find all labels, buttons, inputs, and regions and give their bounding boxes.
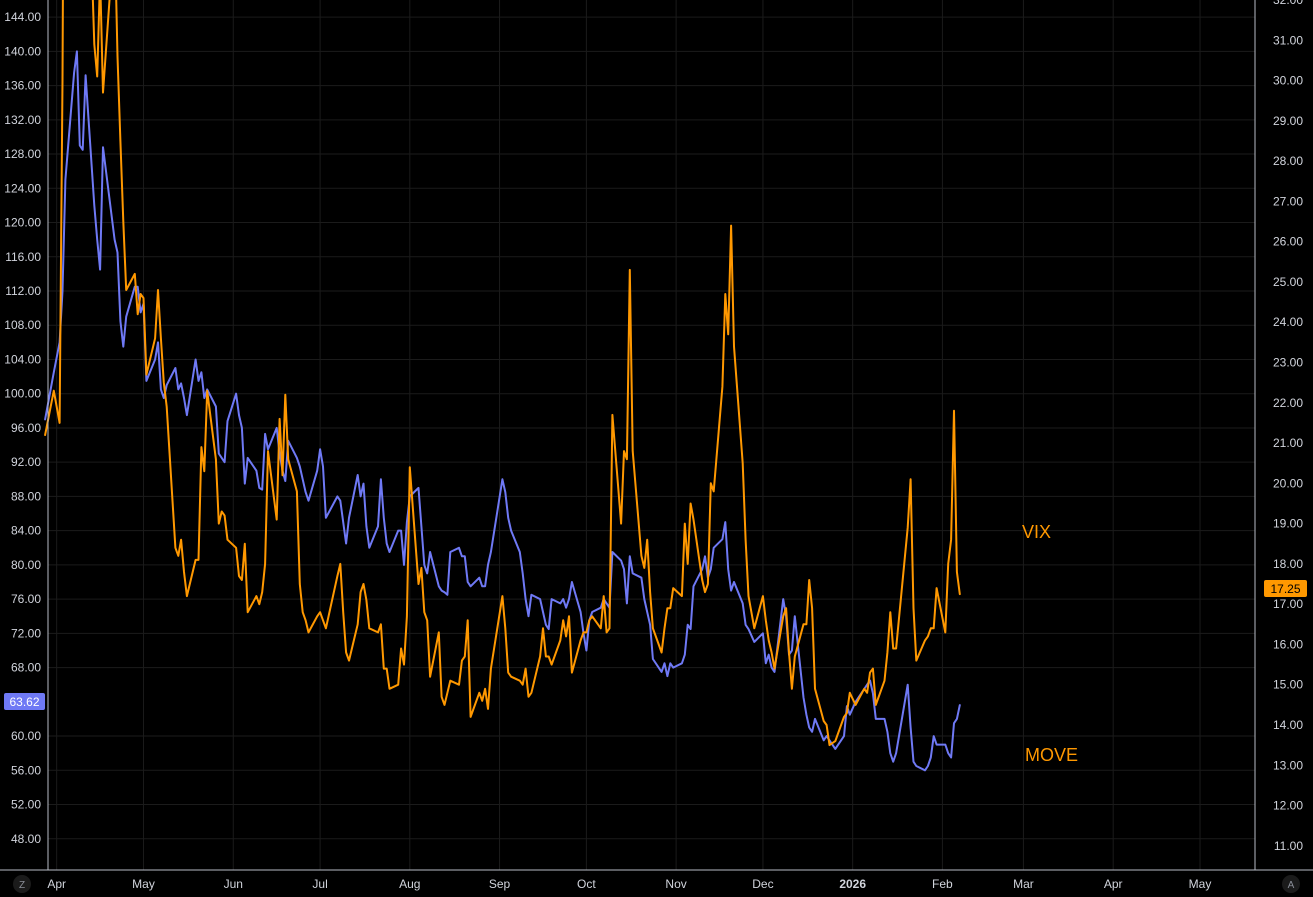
left-tick-label: 56.00	[11, 763, 41, 777]
vix-last-value-tag: 17.25	[1264, 580, 1307, 597]
x-tick-label: Sep	[489, 877, 511, 891]
right-tick-label: 19.00	[1273, 517, 1303, 531]
x-tick-label: 2026	[839, 877, 866, 891]
right-tick-label: 31.00	[1273, 33, 1303, 47]
x-tick-label: Mar	[1013, 877, 1034, 891]
move-last-value: 63.62	[9, 695, 39, 709]
left-tick-label: 120.00	[4, 216, 41, 230]
right-tick-label: 20.00	[1273, 476, 1303, 490]
left-tick-label: 124.00	[4, 181, 41, 195]
right-tick-label: 15.00	[1273, 678, 1303, 692]
corner-right-button[interactable]: A	[1282, 875, 1300, 893]
x-tick-label: Apr	[47, 877, 66, 891]
corner-left-button[interactable]: Z	[13, 875, 31, 893]
left-tick-label: 144.00	[4, 10, 41, 24]
right-tick-label: 11.00	[1274, 839, 1303, 853]
right-tick-label: 13.00	[1273, 758, 1303, 772]
corner-left-circle	[13, 875, 31, 893]
right-tick-label: 29.00	[1273, 114, 1303, 128]
series-layer	[44, 0, 961, 772]
x-tick-label: Apr	[1104, 877, 1123, 891]
vix-line[interactable]	[44, 0, 961, 747]
right-tick-label: 25.00	[1273, 275, 1303, 289]
right-tick-label: 21.00	[1273, 436, 1303, 450]
right-price-axis[interactable]: 32.00 31.00 30.00 29.00 28.00 27.00 26.00 25.00…	[1273, 0, 1303, 853]
right-tick-label: 14.00	[1273, 718, 1303, 732]
right-tick-label: 18.00	[1273, 557, 1303, 571]
left-tick-label: 108.00	[4, 318, 41, 332]
left-tick-label: 88.00	[11, 489, 41, 503]
move-last-value-bg	[4, 693, 45, 710]
corner-left-label: Z	[19, 880, 25, 891]
vix-last-value-bg	[1264, 580, 1307, 597]
left-tick-label: 68.00	[11, 661, 41, 675]
right-tick-label: 23.00	[1273, 356, 1303, 370]
left-tick-label: 132.00	[4, 113, 41, 127]
x-tick-label: Jul	[312, 877, 327, 891]
right-tick-label: 17.00	[1273, 597, 1303, 611]
left-tick-label: 76.00	[11, 592, 41, 606]
left-tick-label: 48.00	[11, 832, 41, 846]
left-tick-label: 128.00	[4, 147, 41, 161]
right-tick-label: 26.00	[1273, 235, 1303, 249]
right-tick-label: 16.00	[1273, 637, 1303, 651]
move-label: MOVE	[1025, 745, 1078, 765]
right-tick-label: 27.00	[1273, 194, 1303, 208]
right-tick-label: 30.00	[1273, 74, 1303, 88]
left-tick-label: 80.00	[11, 558, 41, 572]
axes	[0, 0, 1313, 871]
right-tick-label: 32.00	[1273, 0, 1303, 7]
left-tick-label: 72.00	[11, 626, 41, 640]
left-tick-label: 140.00	[4, 44, 41, 58]
x-tick-label: Feb	[932, 877, 953, 891]
left-tick-label: 104.00	[4, 352, 41, 366]
left-tick-label: 96.00	[11, 421, 41, 435]
vix-last-value: 17.25	[1270, 582, 1300, 596]
left-tick-label: 60.00	[11, 729, 41, 743]
left-tick-label: 100.00	[4, 387, 41, 401]
left-price-axis[interactable]: 144.00 140.00 136.00 132.00 128.00 124.00 120.…	[4, 10, 41, 846]
left-tick-label: 112.00	[5, 284, 41, 298]
left-tick-label: 52.00	[11, 798, 41, 812]
x-tick-label: Aug	[399, 877, 420, 891]
left-tick-label: 116.00	[5, 250, 41, 264]
x-tick-label: Nov	[665, 877, 686, 891]
right-tick-label: 28.00	[1273, 154, 1303, 168]
x-tick-label: May	[1189, 877, 1212, 891]
right-tick-label: 24.00	[1273, 315, 1303, 329]
corner-right-label: A	[1288, 880, 1295, 891]
move-last-value-tag: 63.62	[4, 693, 45, 710]
move-line[interactable]	[44, 50, 961, 772]
right-tick-label: 12.00	[1273, 799, 1303, 813]
right-tick-label: 22.00	[1273, 396, 1303, 410]
x-tick-label: Jun	[224, 877, 243, 891]
x-tick-label: Oct	[577, 877, 596, 891]
time-axis[interactable]: Apr May Jun Jul Aug Sep Oct Nov Dec 2026 Feb Mar Apr…	[47, 877, 1211, 891]
left-tick-label: 84.00	[11, 524, 41, 538]
left-tick-label: 136.00	[4, 79, 41, 93]
vix-label: VIX	[1022, 522, 1051, 542]
x-tick-label: May	[132, 877, 155, 891]
corner-right-circle	[1282, 875, 1300, 893]
left-tick-label: 92.00	[11, 455, 41, 469]
x-tick-label: Dec	[752, 877, 773, 891]
